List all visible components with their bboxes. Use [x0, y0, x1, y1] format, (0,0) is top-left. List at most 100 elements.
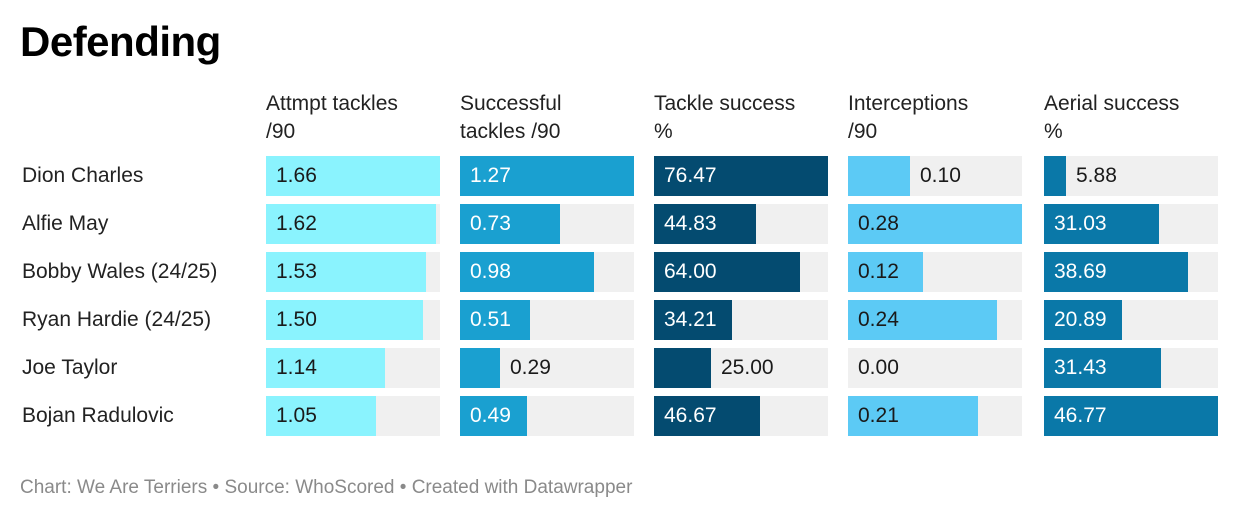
value-label: 1.14	[276, 356, 317, 379]
chart-footer: Chart: We Are Terriers • Source: WhoScor…	[20, 477, 633, 498]
value-label: 5.88	[1076, 164, 1117, 187]
value-label: 1.66	[276, 164, 317, 187]
bar-cell: 1.14	[266, 348, 440, 388]
bar-cell: 64.00	[654, 252, 828, 292]
bar-cell: 1.27	[460, 156, 634, 196]
row-label: Bobby Wales (24/25)	[22, 260, 218, 283]
bar-cell: 44.83	[654, 204, 828, 244]
value-label: 76.47	[664, 164, 717, 187]
bar-cell: 0.49	[460, 396, 634, 436]
column-header-5: Aerial success%	[1044, 90, 1179, 146]
bar	[654, 348, 711, 388]
column-header-line: tackles /90	[460, 120, 561, 143]
value-label: 0.21	[858, 404, 899, 427]
column-header-1: Attmpt tackles/90	[266, 90, 398, 146]
value-label: 46.67	[664, 404, 717, 427]
bar	[1044, 204, 1159, 244]
value-label: 0.12	[858, 260, 899, 283]
value-label: 1.53	[276, 260, 317, 283]
row-label: Alfie May	[22, 212, 109, 235]
bar-cell: 1.53	[266, 252, 440, 292]
value-label: 0.49	[470, 404, 511, 427]
bar-cell: 46.77	[1044, 396, 1218, 436]
bar-cell: 0.12	[848, 252, 1022, 292]
bar-cell: 0.24	[848, 300, 1022, 340]
bar-cell: 31.03	[1044, 204, 1218, 244]
bar	[848, 204, 1022, 244]
bar-cell: 1.50	[266, 300, 440, 340]
bar-cell: 31.43	[1044, 348, 1218, 388]
column-header-line: Tackle success	[654, 92, 796, 115]
value-label: 46.77	[1054, 404, 1107, 427]
bar	[654, 252, 800, 292]
column-header-line: %	[1044, 120, 1063, 143]
column-header-line: /90	[848, 120, 878, 143]
bar-cell: 0.21	[848, 396, 1022, 436]
bar-cell: 0.10	[848, 156, 1022, 196]
row-label: Joe Taylor	[22, 356, 118, 379]
value-label: 25.00	[721, 356, 774, 379]
value-label: 31.03	[1054, 212, 1107, 235]
bar	[266, 300, 423, 340]
bar	[266, 204, 436, 244]
column-header-line: Interceptions	[848, 92, 969, 115]
bar	[848, 300, 997, 340]
bar	[1044, 252, 1188, 292]
bar-cell: 0.51	[460, 300, 634, 340]
bar	[266, 156, 440, 196]
bar	[460, 396, 527, 436]
column-header-line: /90	[266, 120, 296, 143]
bar	[848, 396, 978, 436]
bar-cell: 25.00	[654, 348, 828, 388]
value-label: 31.43	[1054, 356, 1107, 379]
bar-cell: 1.66	[266, 156, 440, 196]
bar	[460, 156, 634, 196]
bar	[848, 252, 923, 292]
value-label: 1.50	[276, 308, 317, 331]
value-label: 38.69	[1054, 260, 1107, 283]
row-label: Ryan Hardie (24/25)	[22, 308, 212, 331]
row-label: Dion Charles	[22, 164, 144, 187]
bar	[654, 204, 756, 244]
bar	[460, 204, 560, 244]
value-label: 1.05	[276, 404, 317, 427]
column-header-line: Successful	[460, 92, 562, 115]
bar	[654, 396, 760, 436]
bar	[266, 396, 376, 436]
value-label: 0.24	[858, 308, 899, 331]
bar-cell: 0.00	[848, 348, 1022, 388]
bar	[848, 156, 910, 196]
value-label: 0.00	[858, 356, 899, 379]
bar-cell: 0.28	[848, 204, 1022, 244]
value-label: 0.73	[470, 212, 511, 235]
bar	[1044, 348, 1161, 388]
bar-cell: 1.05	[266, 396, 440, 436]
value-label: 0.98	[470, 260, 511, 283]
value-label: 44.83	[664, 212, 717, 235]
column-header-line: Attmpt tackles	[266, 92, 398, 115]
value-label: 20.89	[1054, 308, 1107, 331]
column-header-line: %	[654, 120, 673, 143]
value-label: 64.00	[664, 260, 717, 283]
bar	[460, 252, 594, 292]
bar-cell: 0.29	[460, 348, 634, 388]
bar	[460, 348, 500, 388]
bar-cell: 76.47	[654, 156, 828, 196]
column-header-line: Aerial success	[1044, 92, 1180, 115]
bar-cell: 5.88	[1044, 156, 1218, 196]
column-header-2: Successful tackles /90	[460, 90, 562, 146]
bar	[266, 252, 426, 292]
bar-cell: 46.67	[654, 396, 828, 436]
bar-cell: 0.73	[460, 204, 634, 244]
bar-cell: 1.62	[266, 204, 440, 244]
bar	[266, 348, 385, 388]
bar	[654, 300, 732, 340]
bar-cell: 38.69	[1044, 252, 1218, 292]
value-label: 0.10	[920, 164, 961, 187]
column-header-4: Interceptions/90	[848, 90, 968, 146]
bar	[1044, 396, 1218, 436]
bar-cell: 0.98	[460, 252, 634, 292]
value-label: 1.27	[470, 164, 511, 187]
row-label: Bojan Radulovic	[22, 404, 174, 427]
value-label: 1.62	[276, 212, 317, 235]
